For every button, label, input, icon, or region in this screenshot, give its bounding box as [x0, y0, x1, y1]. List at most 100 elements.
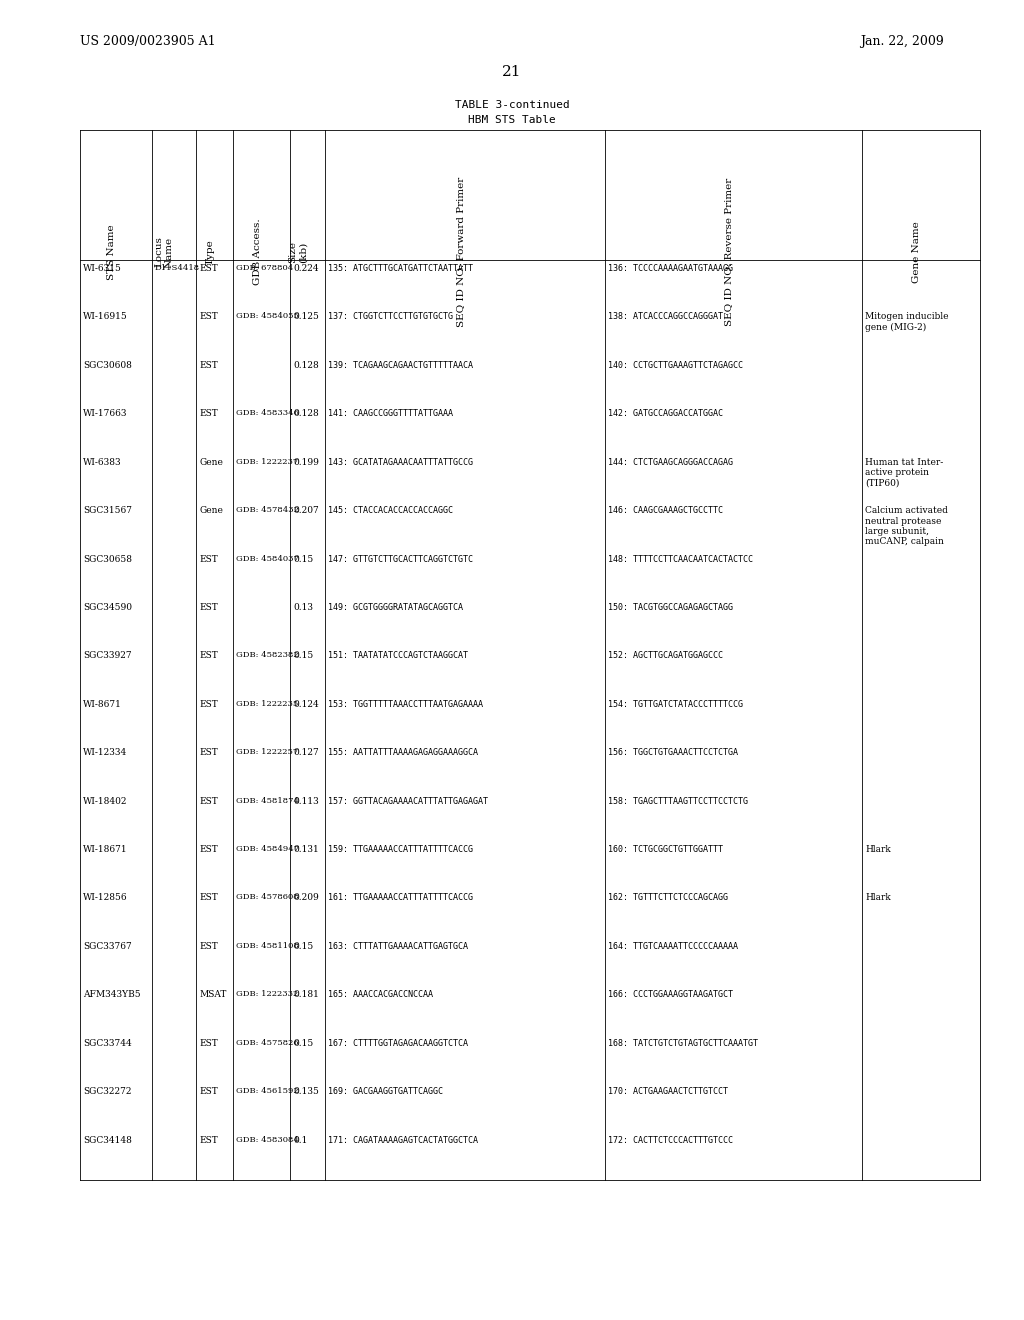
Text: GDB: 4583084: GDB: 4583084 [236, 1135, 299, 1143]
Text: 136: TCCCCAAAAGAATGTAAAGG: 136: TCCCCAAAAGAATGTAAAGG [608, 264, 733, 273]
Text: EST: EST [199, 264, 218, 273]
Text: Human tat Inter-
active protein
(TIP60): Human tat Inter- active protein (TIP60) [865, 458, 943, 487]
Text: 0.15: 0.15 [293, 651, 313, 660]
Text: 0.131: 0.131 [293, 845, 318, 854]
Text: EST: EST [199, 894, 218, 903]
Text: EST: EST [199, 554, 218, 564]
Text: 160: TCTGCGGCTGTTGGATTT: 160: TCTGCGGCTGTTGGATTT [608, 845, 723, 854]
Text: GDB: 4584037: GDB: 4584037 [236, 554, 299, 562]
Text: SGC30608: SGC30608 [83, 360, 132, 370]
Text: 166: CCCTGGAAAGGTAAGATGCT: 166: CCCTGGAAAGGTAAGATGCT [608, 990, 733, 999]
Text: 0.128: 0.128 [293, 360, 318, 370]
Text: 163: CTTTATTGAAAACATTGAGTGCA: 163: CTTTATTGAAAACATTGAGTGCA [328, 942, 468, 950]
Text: EST: EST [199, 360, 218, 370]
Text: SEQ ID NO: Forward Primer: SEQ ID NO: Forward Primer [456, 177, 465, 327]
Text: WI-16915: WI-16915 [83, 313, 128, 322]
Text: 143: GCATATAGAAACAATTTATTGCCG: 143: GCATATAGAAACAATTTATTGCCG [328, 458, 473, 467]
Text: EST: EST [199, 651, 218, 660]
Text: SGC34148: SGC34148 [83, 1135, 132, 1144]
Text: SGC34590: SGC34590 [83, 603, 132, 612]
Text: 138: ATCACCCAGGCCAGGGAT: 138: ATCACCCAGGCCAGGGAT [608, 313, 723, 322]
Text: EST: EST [199, 1088, 218, 1096]
Text: WI-17663: WI-17663 [83, 409, 128, 418]
Text: 153: TGGTTTTTAAACCTTTAATGAGAAAA: 153: TGGTTTTTAAACCTTTAATGAGAAAA [328, 700, 483, 709]
Text: 135: ATGCTTTGCATGATTCTAATTATT: 135: ATGCTTTGCATGATTCTAATTATT [328, 264, 473, 273]
Text: STS Name: STS Name [106, 224, 116, 280]
Text: 0.15: 0.15 [293, 1039, 313, 1048]
Text: 0.199: 0.199 [293, 458, 318, 467]
Text: 158: TGAGCTTTAAGTTCCTTCCTCTG: 158: TGAGCTTTAAGTTCCTTCCTCTG [608, 797, 748, 805]
Text: 144: CTCTGAAGCAGGGACCAGAG: 144: CTCTGAAGCAGGGACCAGAG [608, 458, 733, 467]
Text: 0.113: 0.113 [293, 797, 318, 805]
Text: US 2009/0023905 A1: US 2009/0023905 A1 [80, 36, 216, 48]
Text: 168: TATCTGTCTGTAGTGCTTCAAATGT: 168: TATCTGTCTGTAGTGCTTCAAATGT [608, 1039, 758, 1048]
Text: EST: EST [199, 1039, 218, 1048]
Text: WI-12856: WI-12856 [83, 894, 128, 903]
Text: GDB: 1222332: GDB: 1222332 [236, 990, 298, 998]
Text: WI-12334: WI-12334 [83, 748, 127, 758]
Text: 140: CCTGCTTGAAAGTTCTAGAGCC: 140: CCTGCTTGAAAGTTCTAGAGCC [608, 360, 743, 370]
Text: 0.181: 0.181 [293, 990, 318, 999]
Text: Size
(kb): Size (kb) [288, 242, 307, 263]
Text: 21: 21 [502, 65, 522, 79]
Text: 152: AGCTTGCAGATGGAGCCC: 152: AGCTTGCAGATGGAGCCC [608, 651, 723, 660]
Text: 139: TCAGAAGCAGAACTGTTTTTAACA: 139: TCAGAAGCAGAACTGTTTTTAACA [328, 360, 473, 370]
Text: WI-18671: WI-18671 [83, 845, 128, 854]
Text: EST: EST [199, 797, 218, 805]
Text: EST: EST [199, 603, 218, 612]
Text: GDB: 1222235: GDB: 1222235 [236, 700, 298, 708]
Text: WI-8671: WI-8671 [83, 700, 122, 709]
Text: 167: CTTTTGGTAGAGACAAGGTCTCA: 167: CTTTTGGTAGAGACAAGGTCTCA [328, 1039, 468, 1048]
Text: 0.13: 0.13 [293, 603, 313, 612]
Text: 161: TTGAAAAACCATTTATTTTCACCG: 161: TTGAAAAACCATTTATTTTCACCG [328, 894, 473, 903]
Text: 0.209: 0.209 [293, 894, 318, 903]
Text: Gene Name: Gene Name [912, 222, 921, 282]
Text: 0.207: 0.207 [293, 506, 318, 515]
Text: SEQ ID NO: Reverse Primer: SEQ ID NO: Reverse Primer [725, 178, 733, 326]
Text: 146: CAAGCGAAAGCTGCCTTC: 146: CAAGCGAAAGCTGCCTTC [608, 506, 723, 515]
Text: GDB: 1222237: GDB: 1222237 [236, 458, 298, 466]
Text: SGC33767: SGC33767 [83, 942, 132, 950]
Text: 154: TGTTGATCTATACCCTTTTCCG: 154: TGTTGATCTATACCCTTTTCCG [608, 700, 743, 709]
Text: Hlark: Hlark [865, 845, 891, 854]
Text: WI-6315: WI-6315 [83, 264, 122, 273]
Text: Type: Type [206, 239, 214, 265]
Text: Hlark: Hlark [865, 894, 891, 903]
Text: MSAT: MSAT [199, 990, 226, 999]
Text: Gene: Gene [199, 506, 223, 515]
Text: 137: CTGGTCTTCCTTGTGTGCTG: 137: CTGGTCTTCCTTGTGTGCTG [328, 313, 453, 322]
Text: GDB: 4582382: GDB: 4582382 [236, 651, 299, 660]
Text: EST: EST [199, 313, 218, 322]
Text: GDB: 1222257: GDB: 1222257 [236, 748, 298, 756]
Text: Locus
Name: Locus Name [155, 236, 174, 268]
Text: D11S4418: D11S4418 [155, 264, 200, 272]
Text: 0.224: 0.224 [293, 264, 318, 273]
Text: HBM STS Table: HBM STS Table [468, 115, 556, 125]
Text: 0.15: 0.15 [293, 942, 313, 950]
Text: 0.125: 0.125 [293, 313, 318, 322]
Text: 165: AAACCACGACCNCCAA: 165: AAACCACGACCNCCAA [328, 990, 433, 999]
Text: 141: CAAGCCGGGTTTTATTGAAA: 141: CAAGCCGGGTTTTATTGAAA [328, 409, 453, 418]
Text: 172: CACTTCTCCCACTTTGTCCC: 172: CACTTCTCCCACTTTGTCCC [608, 1135, 733, 1144]
Text: SGC30658: SGC30658 [83, 554, 132, 564]
Text: AFM343YB5: AFM343YB5 [83, 990, 140, 999]
Text: 150: TACGTGGCCAGAGAGCTAGG: 150: TACGTGGCCAGAGAGCTAGG [608, 603, 733, 612]
Text: WI-6383: WI-6383 [83, 458, 122, 467]
Text: 142: GATGCCAGGACCATGGAC: 142: GATGCCAGGACCATGGAC [608, 409, 723, 418]
Text: GDB Access.: GDB Access. [253, 219, 261, 285]
Text: GDB: 4583346: GDB: 4583346 [236, 409, 299, 417]
Text: SGC33744: SGC33744 [83, 1039, 132, 1048]
Text: SGC31567: SGC31567 [83, 506, 132, 515]
Text: Jan. 22, 2009: Jan. 22, 2009 [860, 36, 944, 48]
Text: EST: EST [199, 409, 218, 418]
Text: 156: TGGCTGTGAAACTTCCTCTGA: 156: TGGCTGTGAAACTTCCTCTGA [608, 748, 738, 758]
Text: TABLE 3-continued: TABLE 3-continued [455, 100, 569, 110]
Text: 0.15: 0.15 [293, 554, 313, 564]
Text: EST: EST [199, 748, 218, 758]
Text: 147: GTTGTCTTGCACTTCAGGTCTGTC: 147: GTTGTCTTGCACTTCAGGTCTGTC [328, 554, 473, 564]
Text: 0.1: 0.1 [293, 1135, 307, 1144]
Text: 171: CAGATAAAAGAGTCACTATGGCTCA: 171: CAGATAAAAGAGTCACTATGGCTCA [328, 1135, 478, 1144]
Text: GDB: 4581108: GDB: 4581108 [236, 942, 299, 950]
Text: 0.124: 0.124 [293, 700, 318, 709]
Text: GDB: 4578608: GDB: 4578608 [236, 894, 299, 902]
